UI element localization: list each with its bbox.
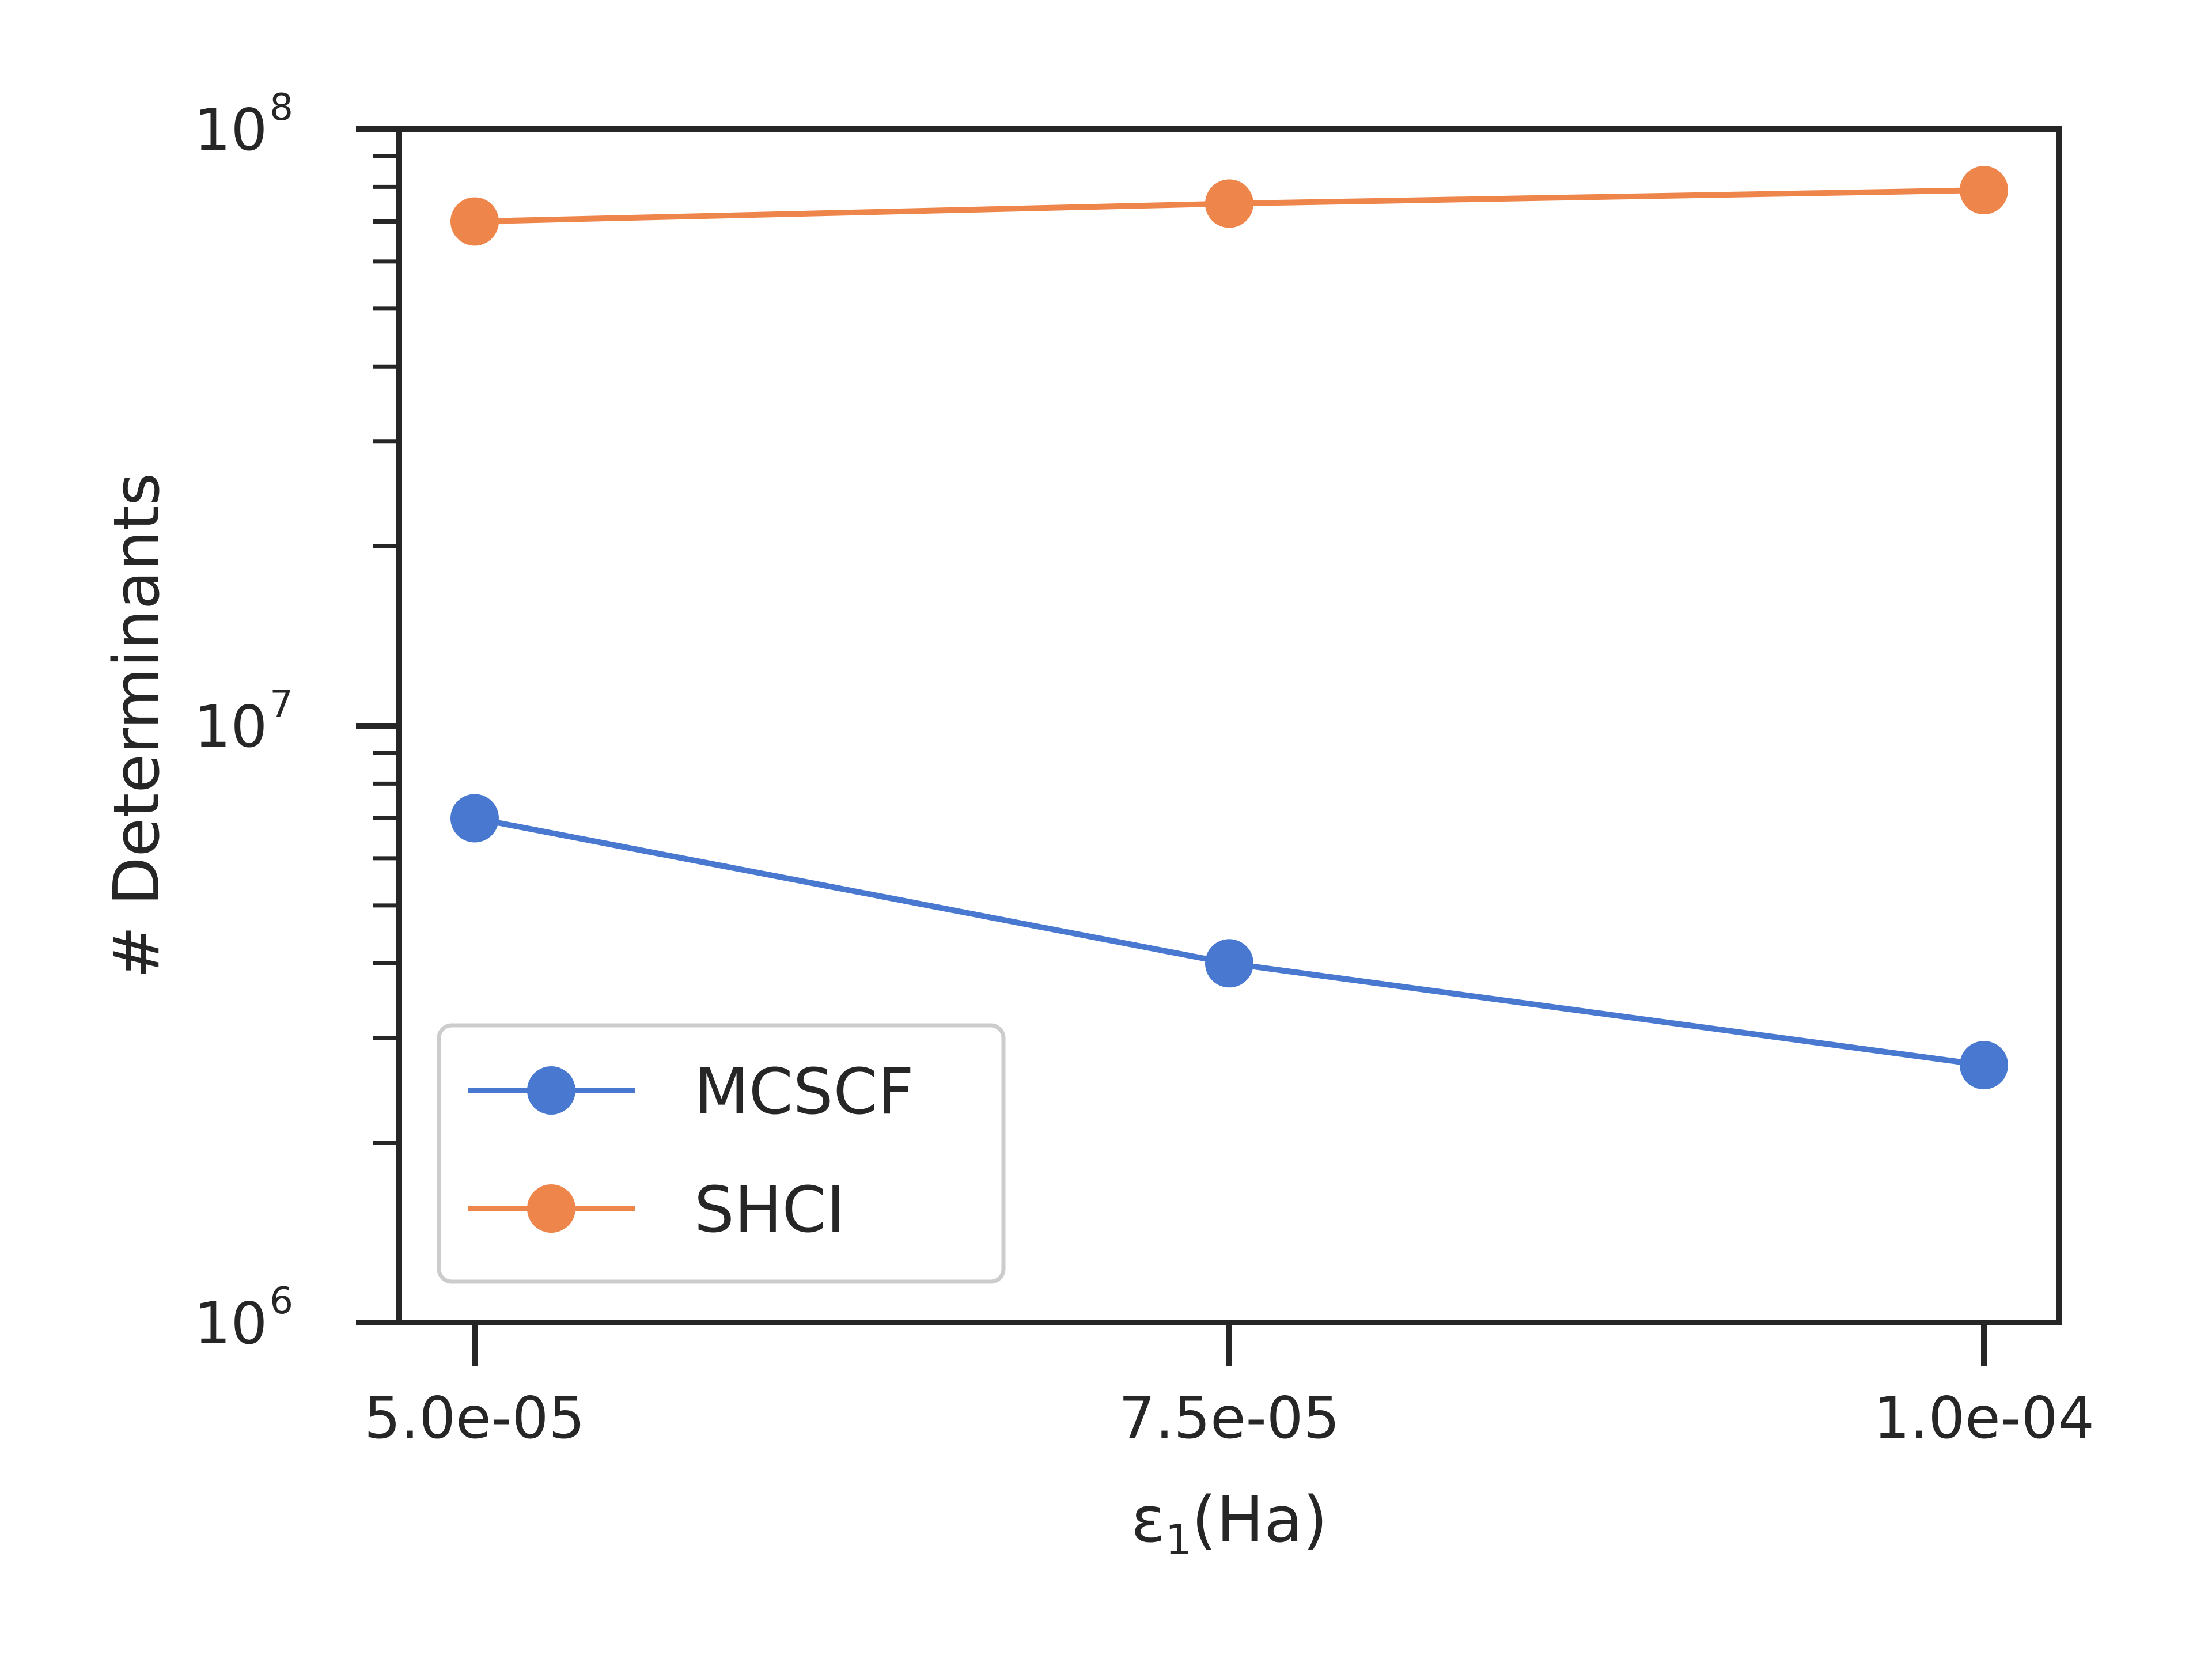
legend-marker-shci [527,1184,575,1233]
x-tick-label: 5.0e-05 [364,1384,585,1452]
data-point-mcscf [1960,1041,2008,1090]
plot-frame [396,126,2062,1325]
x-axis-label-rest: (Ha) [1192,1483,1328,1556]
legend-label-mcscf: MCSCF [694,1055,914,1128]
data-point-shci [1205,179,1253,228]
y-tick-label: 107 [194,683,293,760]
legend-marker-mcscf [527,1066,575,1115]
x-axis-label-main: ε [1131,1483,1165,1556]
data-point-shci [1960,166,2008,215]
legend-label-shci: SHCI [694,1173,845,1247]
ticks-layer: 5.0e-05 7.5e-05 1.0e-04 106 107 108 [194,86,2094,1452]
x-axis-label-sub: 1 [1165,1516,1192,1564]
legend: MCSCF SHCI [437,1023,1006,1284]
data-point-mcscf [1205,939,1253,988]
y-tick-label: 108 [194,86,293,164]
series-layer [450,166,2008,1090]
x-tick-label: 7.5e-05 [1119,1384,1340,1452]
x-tick-label: 1.0e-04 [1873,1384,2094,1452]
y-axis-label: # Determinants [100,473,173,979]
data-point-mcscf [450,794,499,843]
data-point-shci [450,197,499,246]
y-tick-label: 106 [194,1280,293,1357]
x-axis-label: ε1(Ha) [1131,1483,1327,1564]
